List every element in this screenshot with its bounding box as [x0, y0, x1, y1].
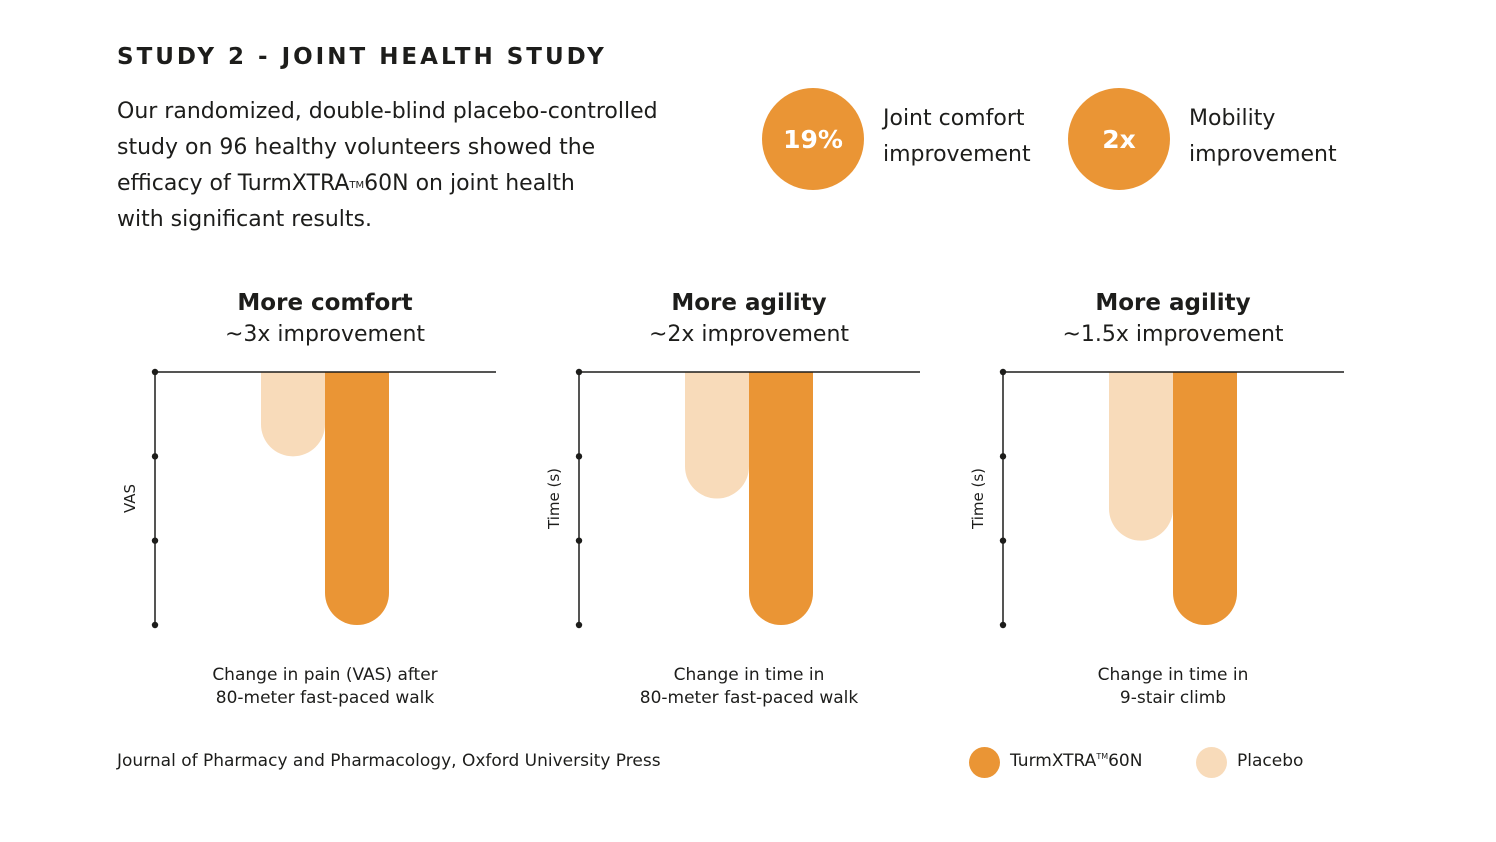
bar-placebo — [1109, 372, 1173, 541]
trademark-mark: TM — [1096, 752, 1109, 761]
axis-tick-dot — [999, 368, 1007, 376]
panel-caption-comfort: Change in pain (VAS) after 80-meter fast… — [155, 664, 495, 710]
axis-tick-dot — [151, 453, 159, 460]
section-title: STUDY 2 - JOINT HEALTH STUDY — [117, 44, 607, 70]
intro-text: 60N on joint health — [364, 171, 575, 196]
axis-tick-dot — [151, 537, 159, 544]
legend-swatch-placebo — [1196, 747, 1227, 778]
intro-line: efficacy of TurmXTRATM60N on joint healt… — [117, 166, 717, 202]
bar-turmxtra — [1173, 372, 1237, 625]
bar-placebo — [685, 372, 749, 499]
stat-value: 2x — [1102, 124, 1136, 154]
panel-subtitle-comfort: ~3x improvement — [224, 322, 426, 347]
stat-label-line: improvement — [1189, 142, 1337, 167]
axis-tick-dot — [575, 368, 583, 376]
panel-subtitle-agility-walk: ~2x improvement — [648, 322, 850, 347]
y-axis-label: VAS — [121, 484, 139, 513]
stat-label-joint-comfort: Joint comfort improvement — [883, 101, 1031, 173]
axis-tick-dot — [151, 368, 159, 376]
caption-line: 80-meter fast-paced walk — [639, 688, 859, 708]
trademark-mark: TM — [349, 180, 365, 191]
panel-title-comfort: More comfort — [237, 290, 413, 316]
axis-tick-dot — [575, 453, 583, 460]
panel-subtitle-agility-stairs: ~1.5x improvement — [1062, 322, 1284, 347]
axis-tick-dot — [999, 621, 1007, 629]
intro-line: Our randomized, double-blind placebo-con… — [117, 99, 658, 124]
caption-line: Change in pain (VAS) after — [212, 665, 438, 685]
legend-label-turmxtra: TurmXTRATM60N — [1010, 751, 1142, 771]
legend-text: 60N — [1108, 751, 1143, 771]
bar-placebo — [261, 372, 325, 457]
y-axis-label: Time (s) — [969, 468, 987, 530]
panel-caption-agility-stairs: Change in time in 9-stair climb — [1003, 664, 1343, 710]
intro-line: study on 96 healthy volunteers showed th… — [117, 135, 596, 160]
brand-name: efficacy of TurmXTRA — [117, 171, 350, 196]
stat-label-mobility: Mobility improvement — [1189, 101, 1337, 173]
axis-tick-dot — [999, 537, 1007, 544]
legend-label-placebo: Placebo — [1237, 751, 1304, 771]
source-citation: Journal of Pharmacy and Pharmacology, Ox… — [117, 751, 661, 771]
y-axis-label: Time (s) — [545, 468, 563, 530]
stat-label-line: improvement — [883, 142, 1031, 167]
axis-tick-dot — [575, 537, 583, 544]
stat-value: 19% — [783, 124, 843, 154]
caption-line: 80-meter fast-paced walk — [215, 688, 435, 708]
axis-tick-dot — [575, 621, 583, 629]
stat-circle-mobility: 2x — [1068, 88, 1170, 190]
bar-turmxtra — [325, 372, 389, 625]
panel-caption-agility-walk: Change in time in 80-meter fast-paced wa… — [579, 664, 919, 710]
panel-title-agility-walk: More agility — [671, 290, 827, 316]
caption-line: 9-stair climb — [1119, 688, 1227, 708]
panel-title-agility-stairs: More agility — [1095, 290, 1251, 316]
intro-paragraph: Our randomized, double-blind placebo-con… — [117, 94, 717, 238]
caption-line: Change in time in — [673, 665, 825, 685]
stat-circle-joint-comfort: 19% — [762, 88, 864, 190]
stat-label-line: Mobility — [1189, 106, 1276, 131]
stat-label-line: Joint comfort — [883, 106, 1025, 131]
caption-line: Change in time in — [1097, 665, 1249, 685]
axis-tick-dot — [999, 453, 1007, 460]
bar-turmxtra — [749, 372, 813, 625]
intro-line: with significant results. — [117, 207, 372, 232]
legend-text: TurmXTRA — [1010, 751, 1097, 771]
legend-swatch-turmxtra — [969, 747, 1000, 778]
axis-tick-dot — [151, 621, 159, 629]
